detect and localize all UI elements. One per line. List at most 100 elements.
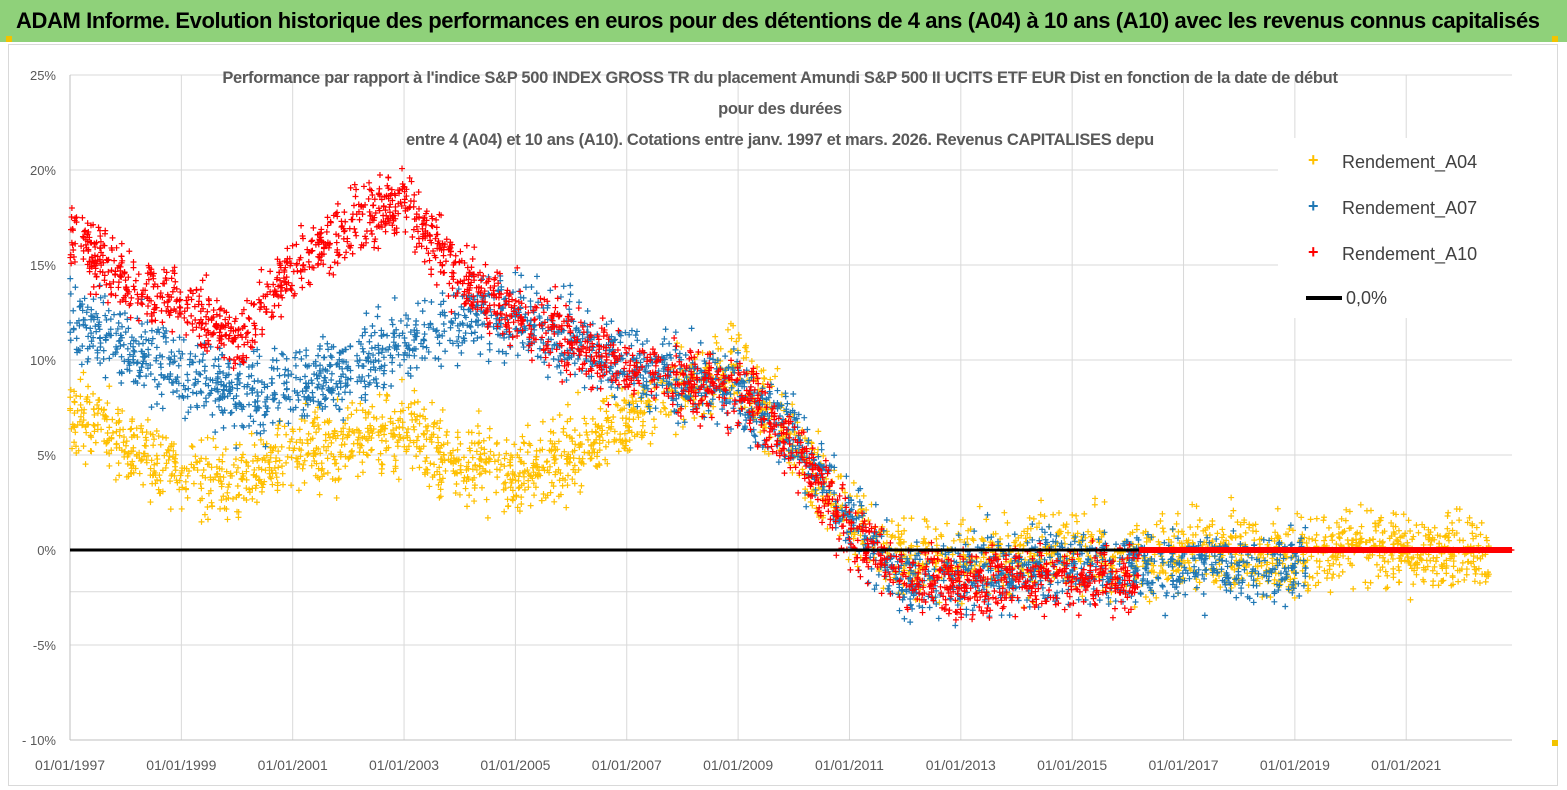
data-point: [1022, 535, 1029, 542]
data-point: [500, 486, 507, 493]
data-point: [774, 387, 781, 394]
data-point: [501, 359, 508, 366]
data-point: [478, 456, 485, 463]
data-point: [1057, 528, 1064, 535]
data-point: [335, 391, 342, 398]
data-point: [311, 458, 318, 465]
data-point: [442, 348, 449, 355]
data-point: [207, 487, 214, 494]
data-point: [234, 482, 241, 489]
data-point: [1015, 597, 1022, 604]
data-point: [173, 387, 180, 394]
data-point: [1365, 555, 1372, 562]
data-point: [398, 376, 405, 383]
data-point: [275, 425, 282, 432]
data-point: [315, 425, 322, 432]
data-point: [680, 416, 687, 423]
data-point: [328, 354, 335, 361]
data-point: [752, 433, 759, 440]
data-point: [1253, 528, 1260, 535]
data-point: [435, 481, 442, 488]
data-point: [854, 563, 861, 570]
data-point: [275, 448, 282, 455]
data-point: [429, 399, 436, 406]
data-point: [106, 435, 113, 442]
data-point: [1283, 531, 1289, 538]
data-point: [298, 355, 305, 362]
data-point: [501, 508, 508, 515]
data-point: [167, 506, 174, 513]
data-point: [1442, 533, 1449, 540]
data-point: [1073, 518, 1080, 525]
data-point: [1316, 558, 1323, 565]
data-point: [198, 518, 205, 525]
data-point: [410, 423, 417, 430]
data-point: [384, 392, 391, 399]
data-point: [204, 434, 211, 441]
data-point: [466, 492, 473, 499]
data-point: [444, 428, 451, 435]
data-point: [487, 448, 494, 455]
data-point: [1478, 519, 1485, 526]
data-point: [388, 430, 395, 437]
data-point: [843, 473, 850, 480]
data-point: [845, 556, 852, 563]
data-point: [611, 436, 618, 443]
data-point: [624, 350, 631, 357]
data-point: [288, 482, 295, 489]
data-point: [1228, 512, 1235, 519]
data-point: [399, 419, 406, 426]
data-point: [332, 477, 339, 484]
data-point: [81, 295, 88, 302]
data-point: [324, 340, 331, 347]
data-point: [106, 383, 113, 390]
data-point: [106, 462, 113, 469]
data-point: [189, 389, 196, 396]
data-point: [1406, 559, 1413, 566]
data-point: [933, 542, 940, 549]
data-point: [478, 470, 485, 477]
data-point: [1336, 572, 1343, 579]
data-point: [1219, 557, 1226, 564]
data-point: [141, 442, 148, 449]
data-point: [1446, 530, 1453, 537]
data-point: [243, 497, 250, 504]
data-point: [1142, 593, 1149, 600]
data-point: [154, 460, 161, 467]
data-point: [309, 420, 316, 427]
data-point: [1376, 552, 1383, 559]
data-point: [325, 431, 332, 438]
data-point: [1159, 510, 1166, 517]
data-point: [603, 408, 610, 415]
data-point: [389, 321, 396, 328]
data-point: [100, 411, 107, 418]
y-tick-label-3: 10%: [30, 353, 56, 368]
data-point: [807, 498, 814, 505]
data-point: [1357, 501, 1364, 508]
banner-title: ADAM Informe. Evolution historique des p…: [16, 8, 1540, 33]
data-point: [1286, 525, 1293, 532]
data-point: [952, 622, 959, 629]
data-point: [148, 327, 155, 334]
data-point: [133, 425, 140, 432]
data-point: [1194, 523, 1201, 530]
data-point: [413, 364, 420, 371]
data-point: [194, 459, 201, 466]
data-point: [602, 456, 609, 463]
data-point: [511, 441, 518, 448]
data-point: [591, 439, 598, 446]
data-point: [590, 445, 597, 452]
data-point: [865, 517, 872, 524]
data-point: [458, 469, 465, 476]
data-point: [1137, 589, 1144, 596]
data-point: [924, 523, 931, 530]
data-point: [679, 423, 686, 430]
data-point: [416, 464, 423, 471]
data-point: [389, 434, 396, 441]
data-point: [851, 531, 858, 538]
data-point: [1437, 533, 1444, 540]
data-point: [380, 384, 387, 391]
data-point: [1005, 532, 1012, 539]
data-point: [351, 429, 358, 436]
data-point: [220, 493, 227, 500]
